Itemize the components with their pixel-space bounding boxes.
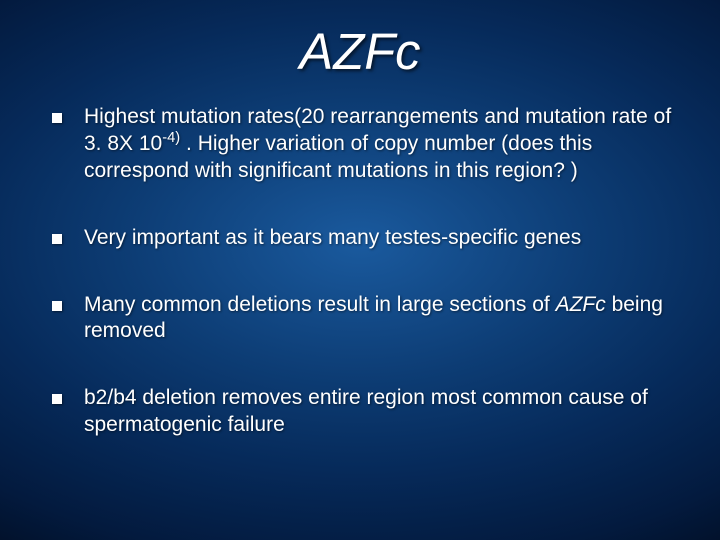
bullet-text-pre: b2/b4 deletion removes entire region mos…: [84, 386, 648, 436]
bullet-text: Highest mutation rates(20 rearrangements…: [84, 104, 680, 185]
bullet-text: b2/b4 deletion removes entire region mos…: [84, 385, 680, 439]
list-item: Many common deletions result in large se…: [52, 292, 680, 346]
bullet-text: Many common deletions result in large se…: [84, 292, 680, 346]
list-item: Very important as it bears many testes-s…: [52, 225, 680, 252]
bullet-list: Highest mutation rates(20 rearrangements…: [52, 104, 680, 439]
bullet-icon: [52, 394, 62, 404]
slide-title: AZFc: [0, 22, 720, 81]
bullet-text: Very important as it bears many testes-s…: [84, 225, 680, 252]
list-item: Highest mutation rates(20 rearrangements…: [52, 104, 680, 185]
bullet-text-pre: Many common deletions result in large se…: [84, 293, 556, 316]
bullet-text-pre: Very important as it bears many testes-s…: [84, 226, 581, 249]
bullet-icon: [52, 234, 62, 244]
title-prefix: AZF: [299, 23, 395, 80]
bullet-icon: [52, 113, 62, 123]
bullet-text-sup: -4): [162, 130, 180, 146]
bullet-icon: [52, 301, 62, 311]
list-item: b2/b4 deletion removes entire region mos…: [52, 385, 680, 439]
title-suffix: c: [395, 23, 420, 80]
bullet-text-ital: AZFc: [556, 293, 606, 316]
